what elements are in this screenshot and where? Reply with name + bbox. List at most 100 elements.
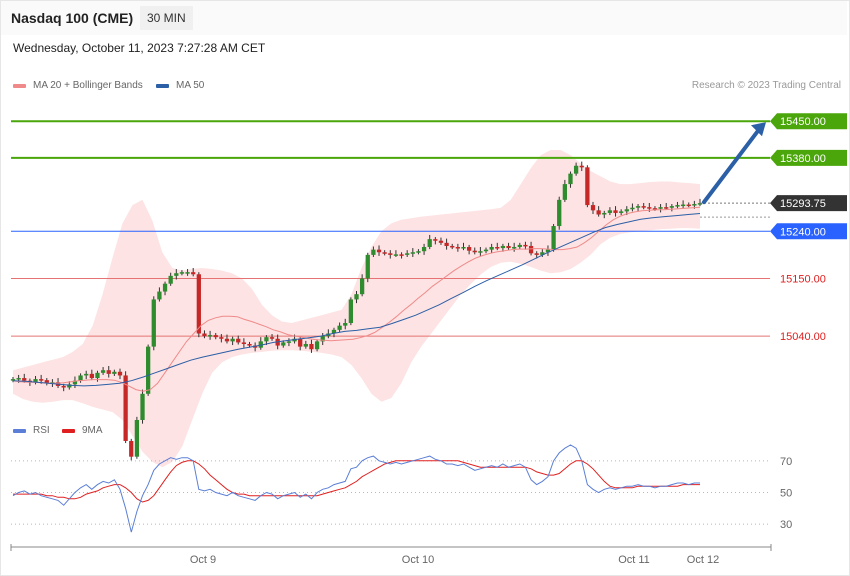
forecast-arrow-shaft	[702, 126, 762, 205]
candle-body	[680, 204, 686, 207]
candle-body	[517, 244, 522, 248]
candle-body	[551, 226, 556, 250]
level-label: 15380.00	[780, 153, 826, 165]
x-tick-label: Oct 9	[190, 554, 216, 566]
candle-body	[523, 244, 528, 247]
x-tick-label: Oct 12	[687, 554, 719, 566]
legend-ma50-label: MA 50	[176, 80, 205, 91]
candle-body	[84, 373, 89, 376]
legend-rsi: RSI	[13, 425, 50, 436]
candle-body	[61, 385, 66, 388]
candle-body	[202, 333, 207, 337]
legend-ma50: MA 50	[156, 80, 204, 91]
interval-badge[interactable]: 30 MIN	[140, 6, 193, 30]
candle-body	[236, 338, 241, 343]
legend-ma20-swatch	[13, 83, 26, 88]
candle-body	[579, 165, 584, 168]
candle-body	[675, 205, 680, 207]
candle-body	[427, 239, 432, 248]
candle-body	[557, 199, 562, 227]
candle-body	[438, 240, 444, 243]
instrument-title: Nasdaq 100 (CME)	[11, 10, 134, 26]
level-tag	[770, 149, 847, 166]
candle-body	[635, 206, 641, 208]
candle-body	[174, 273, 179, 276]
candle-body	[365, 254, 370, 279]
candle-body	[466, 247, 472, 251]
candle-body	[100, 370, 106, 373]
candle-body	[371, 249, 376, 255]
candle-body	[106, 370, 111, 374]
candle-body	[179, 272, 185, 274]
candle-body	[461, 247, 466, 249]
ma50-line	[12, 213, 701, 387]
candle-body	[33, 379, 38, 383]
candle-body	[298, 338, 303, 347]
candle-body	[540, 252, 545, 255]
candle-body	[602, 212, 607, 215]
candle-body	[669, 206, 674, 208]
candle-body	[416, 251, 421, 253]
candle-body	[168, 275, 173, 284]
candle-body	[405, 253, 410, 255]
candle-body	[112, 371, 117, 374]
candle-body	[258, 341, 263, 348]
candle-body	[241, 342, 247, 344]
candle-body	[512, 247, 517, 249]
candle-body	[224, 338, 230, 342]
candle-body	[450, 245, 455, 248]
candle-body	[269, 337, 275, 339]
candle-body	[309, 343, 314, 350]
candle-body	[247, 343, 252, 346]
rsi-tick-label: 70	[780, 456, 792, 468]
candle-body	[303, 343, 308, 347]
candle-body	[647, 207, 652, 209]
candle-body	[191, 272, 196, 275]
x-tick-label: Oct 11	[618, 554, 650, 566]
candle-body	[444, 242, 449, 246]
candle-body	[314, 341, 320, 350]
candle-body	[506, 245, 511, 249]
bollinger-band	[13, 150, 700, 468]
candle-body	[410, 252, 415, 254]
candle-body	[534, 253, 539, 255]
candle-body	[483, 249, 489, 252]
legend-9ma-swatch	[62, 428, 75, 433]
legend-9ma: 9MA	[62, 425, 103, 436]
candle-body	[320, 336, 325, 342]
candle-body	[613, 210, 618, 213]
candle-body	[281, 342, 286, 346]
candle-body	[219, 337, 224, 339]
candle-body	[624, 209, 629, 212]
legend-ma50-swatch	[156, 83, 169, 88]
candle-body	[185, 272, 190, 274]
candle-body	[562, 184, 567, 200]
candle-body	[528, 245, 534, 254]
candle-body	[376, 249, 382, 253]
candle-body	[22, 378, 27, 381]
level-tag	[770, 223, 847, 240]
candle-body	[354, 294, 359, 300]
candle-body	[78, 375, 83, 381]
candle-body	[157, 291, 162, 300]
candle-body	[658, 207, 663, 209]
level-label: 15040.00	[780, 331, 826, 343]
candle-body	[337, 325, 342, 330]
candle-body	[686, 204, 691, 207]
level-label: 15150.00	[780, 273, 826, 285]
candle-body	[67, 384, 72, 388]
candle-body	[16, 378, 21, 380]
legend-9ma-label: 9MA	[82, 425, 103, 436]
candle-body	[359, 278, 365, 295]
candle-body	[697, 203, 703, 205]
candle-body	[39, 379, 44, 381]
candle-body	[399, 254, 404, 256]
forecast-arrow-head	[751, 122, 766, 137]
candle-body	[117, 371, 123, 376]
candle-body	[478, 251, 483, 253]
candle-body	[421, 247, 427, 252]
current-price-label: 15293.75	[780, 198, 826, 210]
legend-ma20: MA 20 + Bollinger Bands	[13, 80, 143, 91]
rsi-tick-label: 30	[780, 519, 792, 531]
